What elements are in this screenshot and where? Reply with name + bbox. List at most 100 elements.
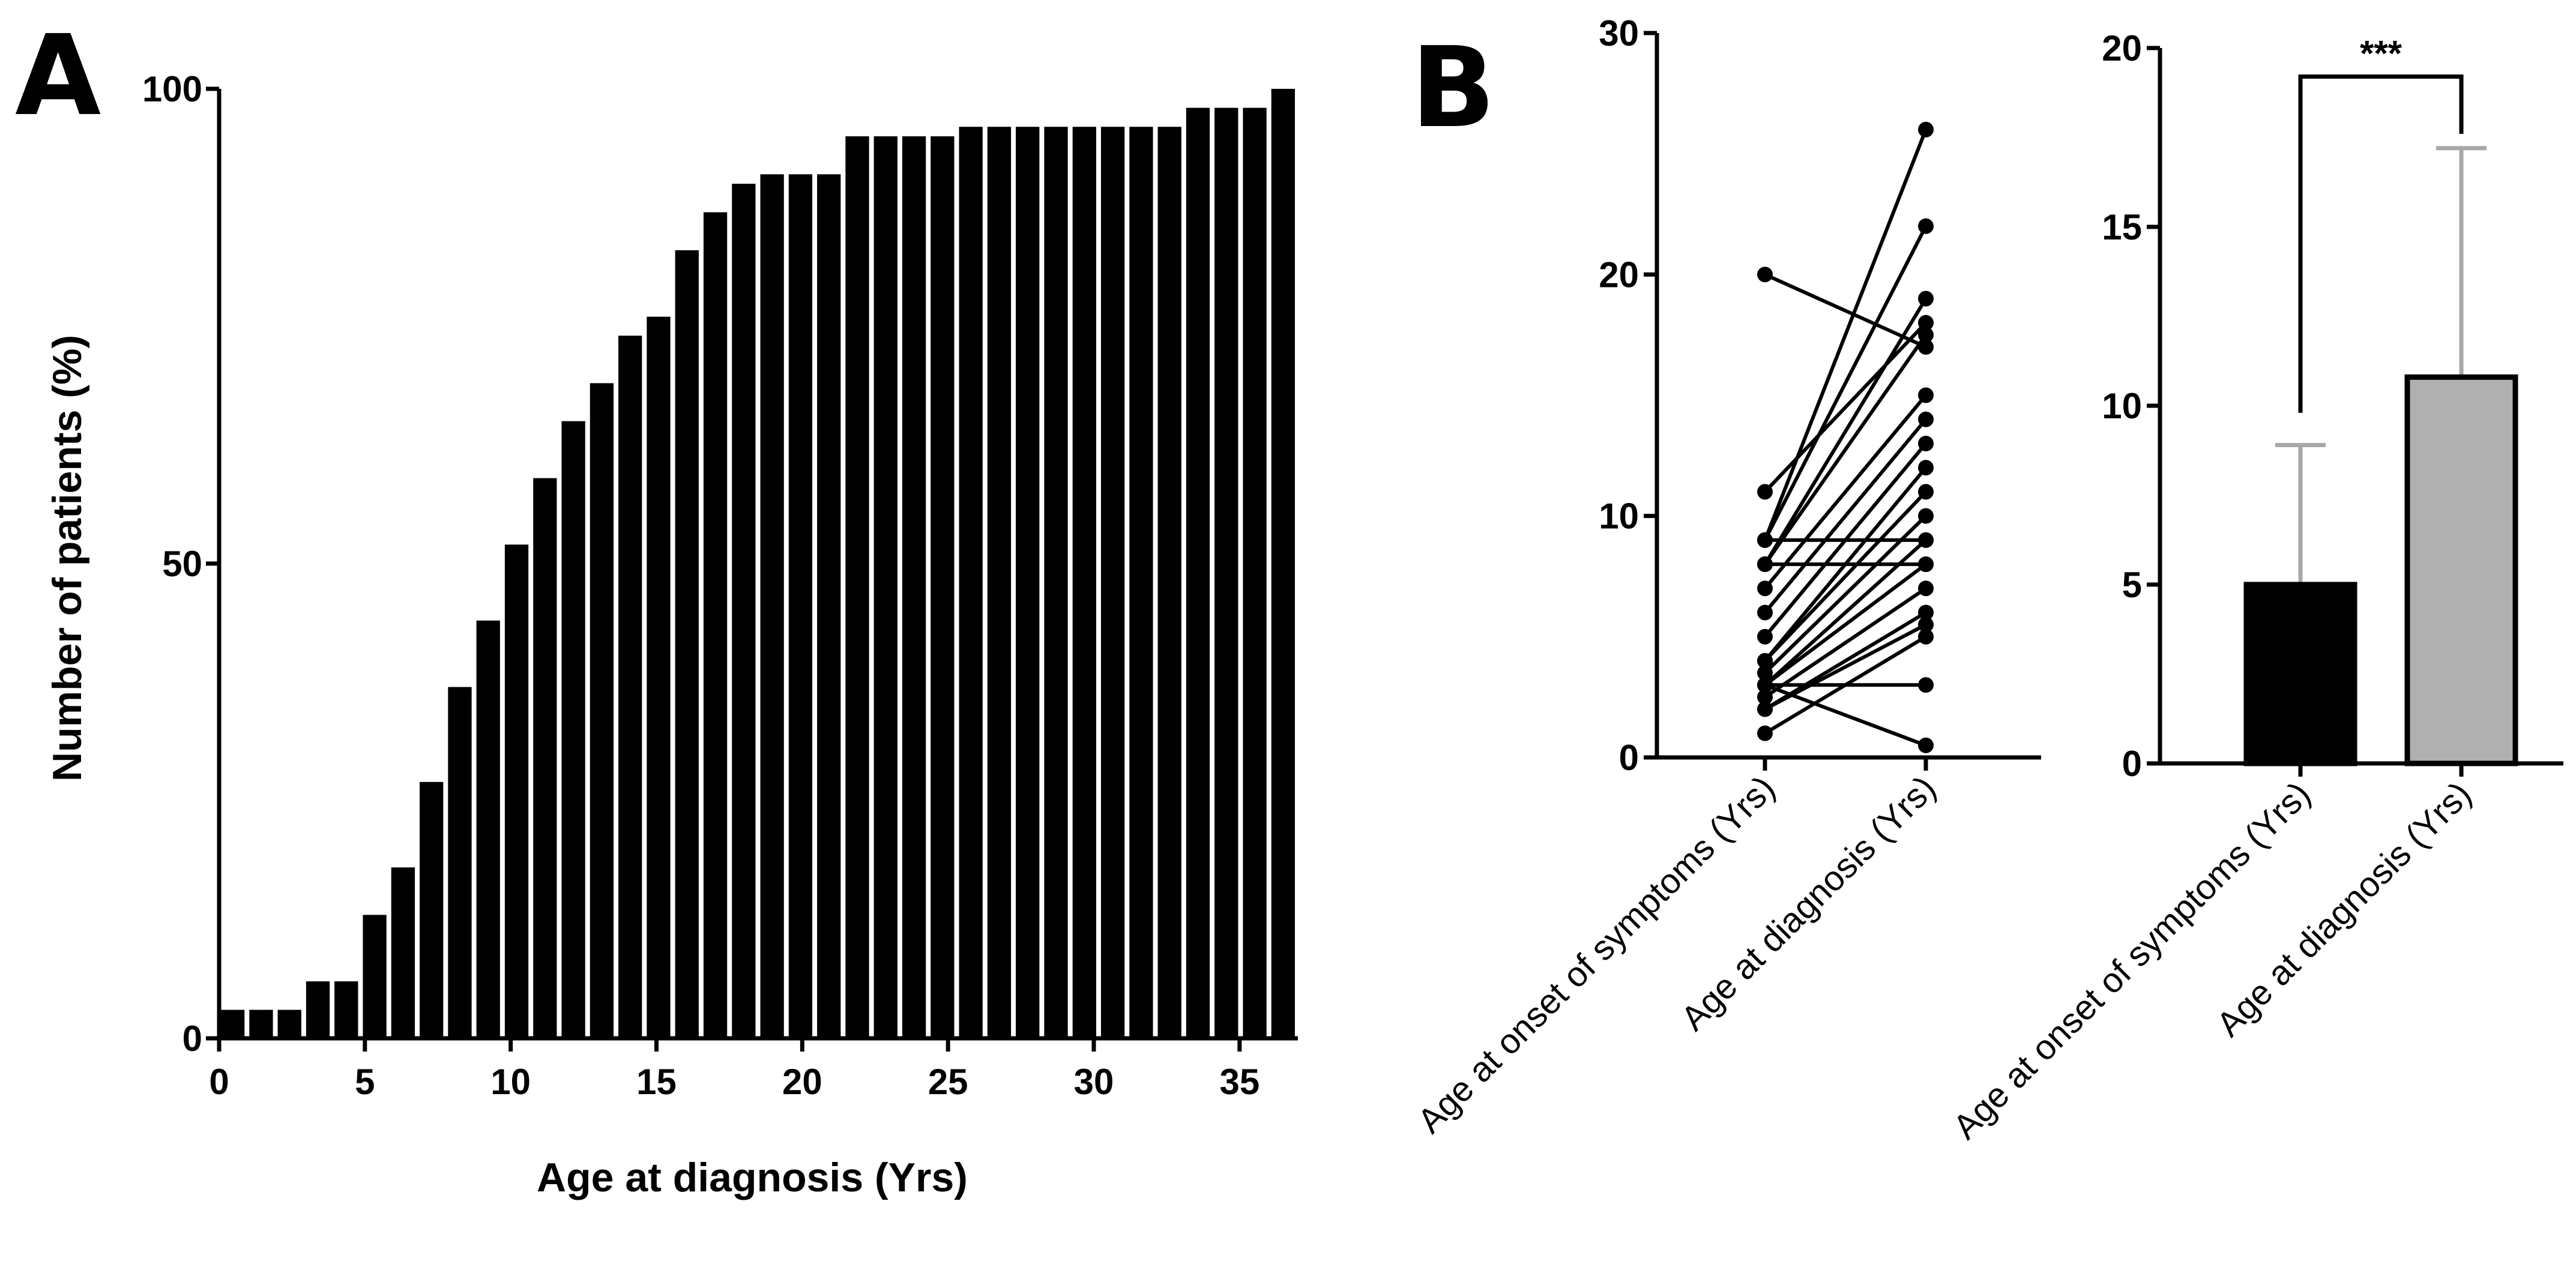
panel-b-right-y-tick-label-0: 0 [2122,744,2142,784]
panel-a-x-tick-label-0: 0 [209,1062,229,1102]
panel-b-pair-line-7 [1763,418,1928,614]
panel-b-pair-line-6 [1763,394,1928,590]
panel-a-x-tick-label-35: 35 [1219,1062,1259,1102]
panel-b-point-diagnosis-11 [1918,508,1934,524]
panel-a-bar-10 [504,544,529,1038]
panel-b-point-diagnosis-4 [1918,290,1934,307]
panel-a-bar-20 [788,174,813,1038]
panel-a-bar-26 [959,127,983,1038]
panel-b-right-y-tick-label-5: 5 [2122,565,2142,605]
panel-a-bar-30 [1072,127,1096,1038]
panel-b-point-onset-17 [1757,725,1773,741]
panel-letter-b: B [1411,23,1495,152]
panel-a-bar-25 [931,136,955,1039]
panel-b-pair-line-2 [1763,128,1928,541]
panel-a-y-tick-label-50: 50 [162,544,202,584]
panel-b-point-diagnosis-15 [1918,604,1934,621]
panel-b-pair-line-1 [1763,321,1928,493]
panel-b-point-diagnosis-21 [1918,556,1934,573]
panel-a-bar-7 [420,781,444,1038]
panel-b-bar-1 [2404,374,2518,766]
panel-b-right-y-tick-label-20: 20 [2102,28,2142,68]
panel-a-x-tick-label-25: 25 [928,1062,968,1102]
panel-b-left-y-tick-label-10: 10 [1599,496,1639,537]
panel-a-bar-4 [334,981,358,1038]
panel-a-bar-11 [533,478,557,1038]
panel-b-point-onset-7 [1757,604,1773,621]
panel-b-left-y-tick-label-20: 20 [1599,254,1639,295]
panel-a-x-tick-label-5: 5 [355,1062,375,1102]
panel-b-point-onset-0 [1757,266,1773,283]
panel-b-point-diagnosis-7 [1918,411,1934,427]
panel-b-point-diagnosis-3 [1918,218,1934,234]
panel-b-pair-line-0 [1764,272,1927,349]
panel-b-right-y-tick-label-10: 10 [2102,386,2142,426]
panel-a-bar-1 [249,1010,273,1038]
panel-a-bar-36 [1243,107,1267,1038]
panel-b-pair-line-14 [1764,586,1927,699]
panel-a-bar-9 [476,620,500,1038]
panel-a-bars [221,89,1295,1039]
panel-b-pair-line-5 [1763,334,1928,565]
panel-b-pair-line-3 [1763,225,1928,541]
panel-a-x-tick-label-30: 30 [1074,1062,1114,1102]
panel-b-right-bars: *** [2243,34,2518,766]
panel-b-point-diagnosis-17 [1918,628,1934,645]
panel-a-bar-6 [391,867,415,1038]
panel-a-bar-29 [1044,127,1068,1038]
panel-a-bar-15 [647,316,671,1039]
panel-b-pair-line-11 [1763,514,1928,675]
panel-a-y-axis-title: Number of patients (%) [44,335,90,781]
panel-a-bar-27 [987,127,1012,1038]
panel-b-point-diagnosis-10 [1918,484,1934,500]
panel-b-bar-chart: *** 0 5 10 15 20 Age at onset of symptoms (Yr… [1946,28,2563,1147]
panel-a-bar-21 [817,174,841,1038]
panel-b-pairs [1757,121,1934,753]
panel-a-bar-16 [675,250,699,1039]
panel-a-x-tick-label-10: 10 [490,1062,531,1102]
panel-b-point-onset-8 [1757,628,1773,645]
panel-b-point-onset-16 [1757,701,1773,717]
panel-a-bar-24 [902,136,926,1039]
panel-a-x-tick-label-15: 15 [636,1062,677,1102]
panel-b-point-diagnosis-8 [1918,435,1934,451]
panel-a-bar-37 [1271,89,1295,1038]
panel-b-point-onset-1 [1757,484,1773,500]
panel-a-axes: 0 5 10 15 20 25 30 35 0 50 100 [142,69,1298,1102]
panel-a-bar-19 [760,174,784,1038]
panel-b-point-onset-6 [1757,580,1773,597]
panel-a-bar-5 [363,915,387,1038]
panel-b-point-onset-20 [1757,532,1773,548]
panel-a-bar-8 [448,687,472,1038]
panel-b-point-diagnosis-9 [1918,460,1934,476]
panel-b-point-onset-19 [1757,677,1773,693]
panel-a-x-tick-label-20: 20 [782,1062,822,1102]
panel-b-point-diagnosis-6 [1918,387,1934,403]
panel-a-bar-2 [277,1010,301,1038]
panel-a-bar-28 [1016,127,1040,1038]
panel-a-x-axis-title: Age at diagnosis (Yrs) [537,1155,968,1200]
panel-b-bar-0 [2243,582,2357,766]
panel-b-point-diagnosis-20 [1918,532,1934,548]
panel-a-bar-18 [732,184,756,1039]
panel-b-point-diagnosis-16 [1918,616,1934,633]
panel-b-point-onset-21 [1757,556,1773,573]
panel-b-point-onset-11 [1757,665,1773,681]
panel-b-point-onset-14 [1757,689,1773,705]
panel-b-left-y-tick-label-30: 30 [1599,13,1639,53]
panel-a-bar-35 [1214,107,1238,1038]
panel-a-bar-22 [845,136,869,1039]
panel-a-bar-3 [306,981,330,1038]
panel-b-pair-line-4 [1763,298,1928,565]
panel-a-histogram: 0 5 10 15 20 25 30 35 0 50 100 Age at diagnosis (Y… [44,69,1298,1200]
panel-b-point-diagnosis-14 [1918,580,1934,597]
panel-b-pair-line-13 [1764,562,1927,687]
panel-a-y-tick-label-100: 100 [142,69,202,109]
panel-b-point-diagnosis-1 [1918,314,1934,331]
panel-a-bar-31 [1100,127,1125,1038]
panel-a-bar-17 [703,212,728,1038]
panel-b-significance-bracket [2298,74,2464,413]
panel-b-right-category-label-0: Age at onset of symptoms (Yrs) [1946,774,2318,1146]
panel-a-bar-34 [1186,107,1210,1038]
